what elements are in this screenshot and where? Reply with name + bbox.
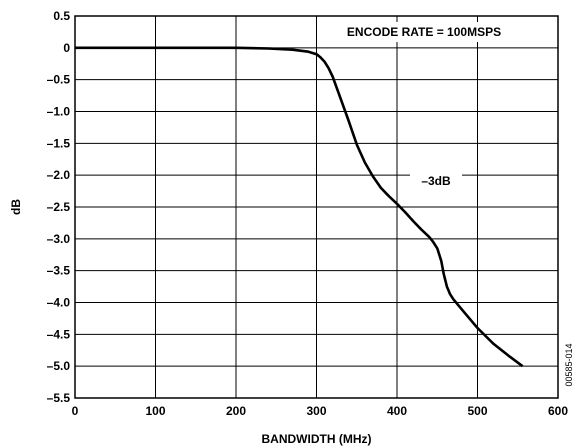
x-tick-label: 600 xyxy=(548,404,568,418)
y-tick-label: –4.5 xyxy=(47,327,71,341)
y-tick-label: –3.5 xyxy=(47,264,71,278)
y-tick-label: –5.0 xyxy=(47,359,71,373)
x-tick-label: 100 xyxy=(145,404,165,418)
x-tick-label: 400 xyxy=(387,404,407,418)
minus-3db-box xyxy=(410,172,462,190)
x-tick-label: 300 xyxy=(306,404,326,418)
y-tick-label: –5.5 xyxy=(47,391,71,405)
y-tick-label: 0.5 xyxy=(53,9,70,23)
figure-id: 00585-014 xyxy=(564,343,574,386)
y-tick-label: –0.5 xyxy=(47,73,71,87)
y-tick-label: –1.5 xyxy=(47,136,71,150)
plot-frame xyxy=(74,15,559,399)
minus-3db-annotation: –3dB xyxy=(421,174,451,188)
y-tick-label: –2.0 xyxy=(47,168,71,182)
series-layer xyxy=(75,46,524,368)
y-tick-label: –3.0 xyxy=(47,232,71,246)
x-tick-label: 0 xyxy=(72,404,79,418)
x-axis-label: BANDWIDTH (MHz) xyxy=(262,432,372,446)
y-tick-label: –4.0 xyxy=(47,296,71,310)
y-tick-label: –2.5 xyxy=(47,200,71,214)
y-tick-label: 0 xyxy=(63,41,70,55)
encode-rate-annotation: ENCODE RATE = 100MSPS xyxy=(347,25,501,39)
x-tick-label: 500 xyxy=(467,404,487,418)
encode-rate-box xyxy=(318,22,530,42)
y-axis-label: dB xyxy=(9,199,23,215)
x-tick-label: 200 xyxy=(226,404,246,418)
series-line xyxy=(75,46,524,368)
x-tick-labels: 0 100 200 300 400 500 600 xyxy=(72,404,569,418)
grid xyxy=(75,16,558,398)
y-tick-labels: 0.5 0 –0.5 –1.0 –1.5 –2.0 –2.5 –3.0 –3.5 –4.0 –4.5… xyxy=(47,9,71,405)
y-tick-label: –1.0 xyxy=(47,105,71,119)
